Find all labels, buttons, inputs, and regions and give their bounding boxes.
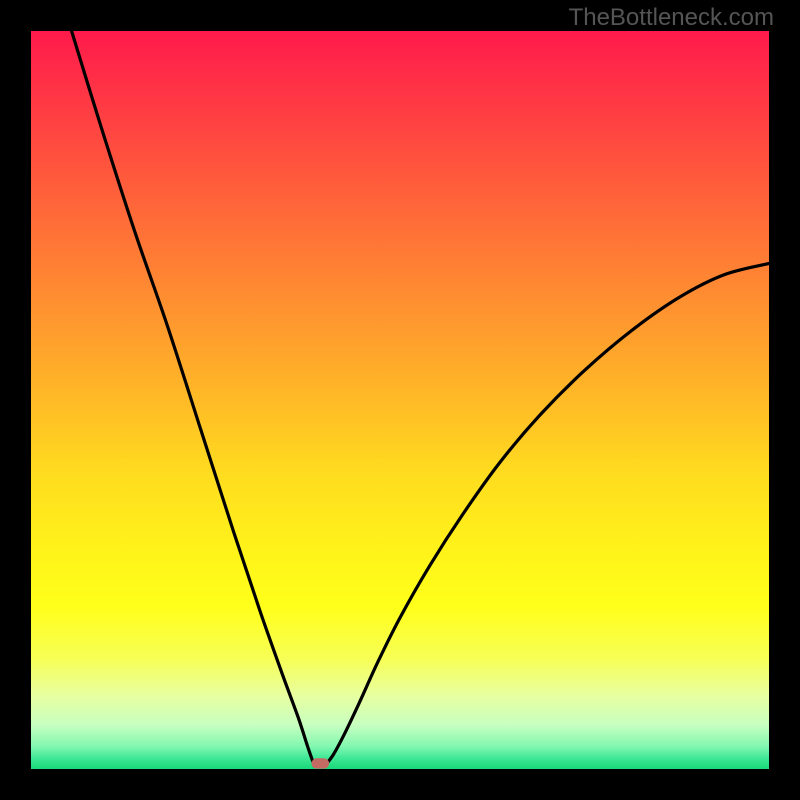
plot-area <box>31 31 769 769</box>
optimum-marker <box>311 758 329 768</box>
curve-left-branch <box>72 31 315 766</box>
bottleneck-curve-svg <box>31 31 769 769</box>
watermark-text: TheBottleneck.com <box>569 4 774 32</box>
curve-right-branch <box>325 263 769 766</box>
